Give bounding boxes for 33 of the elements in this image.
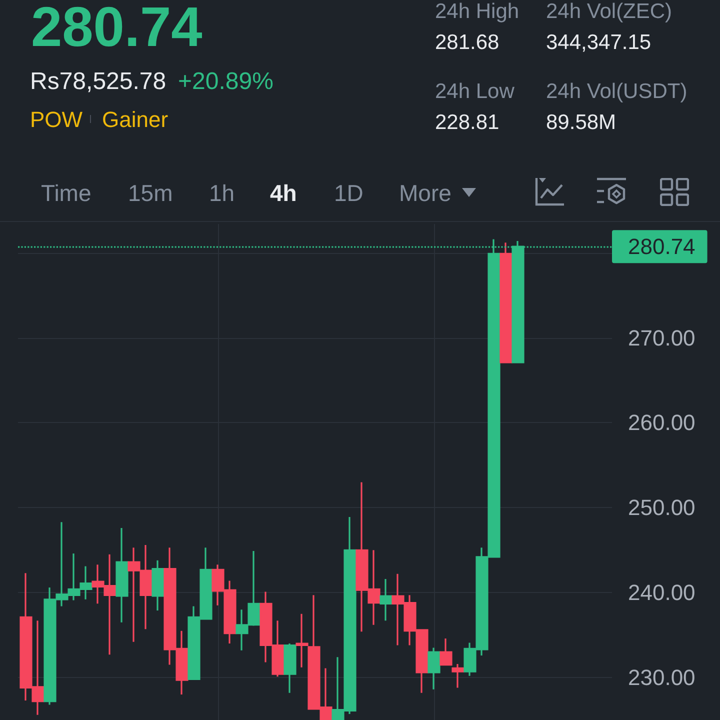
text: 281.68 bbox=[435, 30, 500, 54]
text: 24h Vol(ZEC) bbox=[546, 0, 672, 23]
text: Gainer bbox=[102, 106, 168, 132]
text: 89.58M bbox=[546, 110, 616, 134]
ref-line-label: 280.74 bbox=[628, 234, 696, 260]
text: 24h High bbox=[435, 0, 520, 23]
candlestick bbox=[440, 638, 452, 666]
chart-subtitle: Rs78,525.78 bbox=[30, 68, 166, 96]
text: 24h Vol(USDT) bbox=[546, 80, 688, 103]
y-tick-label: 240.00 bbox=[628, 580, 696, 606]
text: POW bbox=[30, 106, 83, 132]
y-tick-label: 250.00 bbox=[628, 495, 696, 520]
y-tick-label: 260.00 bbox=[628, 410, 696, 436]
text: Time bbox=[41, 180, 92, 206]
text: 1h bbox=[209, 180, 235, 206]
y-tick-label: 270.00 bbox=[628, 325, 696, 350]
text: 344,347.15 bbox=[546, 30, 652, 54]
text: More bbox=[399, 180, 452, 206]
candlestick bbox=[152, 560, 164, 612]
candlestick bbox=[428, 647, 440, 690]
candlestick bbox=[116, 527, 128, 624]
text: 228.81 bbox=[435, 110, 500, 134]
candlestick bbox=[284, 642, 296, 694]
chart-title: 280.74 bbox=[31, 0, 202, 58]
text: 24h Low bbox=[435, 80, 514, 103]
text: 4h bbox=[270, 180, 297, 206]
candlestick bbox=[452, 663, 464, 689]
candlestick bbox=[500, 242, 512, 364]
text: 1D bbox=[334, 180, 364, 206]
candlestick bbox=[380, 578, 392, 622]
text: +20.89% bbox=[178, 68, 274, 96]
text: 15m bbox=[128, 180, 173, 206]
y-tick-label: 230.00 bbox=[628, 665, 696, 690]
